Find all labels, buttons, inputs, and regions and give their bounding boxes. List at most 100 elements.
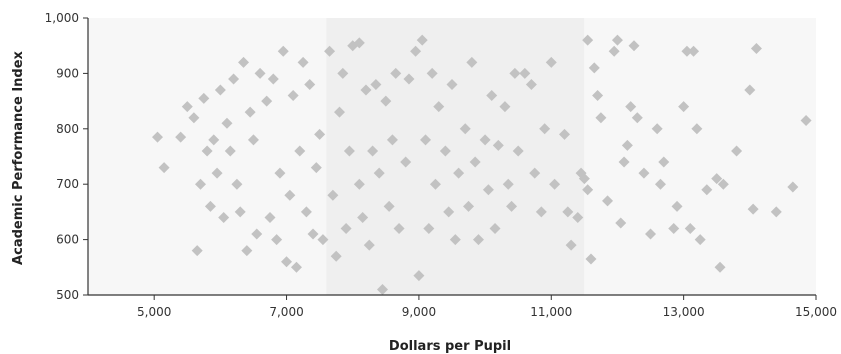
background-band bbox=[88, 18, 327, 295]
data-point bbox=[549, 178, 561, 190]
data-point bbox=[681, 45, 693, 57]
data-point bbox=[701, 184, 713, 196]
data-point bbox=[195, 178, 207, 190]
data-point bbox=[466, 56, 478, 68]
data-point bbox=[211, 167, 223, 179]
data-point bbox=[383, 200, 395, 212]
data-point bbox=[284, 189, 296, 201]
x-axis-ticks: 5,000 7,000 9,000 11,000 13,000 15,000 bbox=[137, 295, 837, 319]
data-point bbox=[188, 112, 200, 124]
y-tick-label: 500 bbox=[56, 288, 79, 302]
data-point bbox=[506, 200, 518, 212]
data-point bbox=[340, 223, 352, 235]
data-point bbox=[264, 211, 276, 223]
data-point bbox=[390, 67, 402, 79]
data-point bbox=[274, 167, 286, 179]
background-band bbox=[326, 18, 585, 295]
data-point bbox=[731, 145, 743, 157]
axes bbox=[87, 18, 816, 296]
data-point bbox=[499, 101, 511, 113]
background-bands bbox=[88, 18, 816, 295]
x-tick-label: 5,000 bbox=[137, 305, 171, 319]
data-point bbox=[377, 283, 389, 295]
data-point bbox=[234, 206, 246, 218]
data-point bbox=[694, 234, 706, 246]
x-tick-label: 9,000 bbox=[402, 305, 436, 319]
data-point bbox=[367, 145, 379, 157]
data-point bbox=[287, 90, 299, 102]
y-tick-label: 1,000 bbox=[45, 11, 79, 25]
data-point bbox=[337, 67, 349, 79]
y-tick-label: 700 bbox=[56, 177, 79, 191]
data-point bbox=[271, 234, 283, 246]
data-point bbox=[559, 128, 571, 140]
data-point bbox=[535, 206, 547, 218]
data-point bbox=[363, 239, 375, 251]
data-point bbox=[281, 256, 293, 268]
data-point bbox=[218, 211, 230, 223]
data-point bbox=[380, 95, 392, 107]
data-point bbox=[413, 270, 425, 282]
data-point bbox=[420, 134, 432, 146]
data-point bbox=[678, 101, 690, 113]
data-point bbox=[343, 145, 355, 157]
data-point bbox=[585, 253, 597, 265]
data-point bbox=[463, 200, 475, 212]
data-point bbox=[191, 245, 203, 257]
data-point bbox=[651, 123, 663, 135]
data-point bbox=[615, 217, 627, 229]
data-point bbox=[459, 123, 471, 135]
data-point bbox=[254, 67, 266, 79]
data-point bbox=[360, 84, 372, 96]
data-point bbox=[621, 139, 633, 151]
y-tick-label: 900 bbox=[56, 66, 79, 80]
data-point bbox=[714, 261, 726, 273]
data-point bbox=[529, 167, 541, 179]
data-point bbox=[277, 45, 289, 57]
data-point bbox=[545, 56, 557, 68]
data-point bbox=[787, 181, 799, 193]
data-point bbox=[238, 56, 250, 68]
data-point bbox=[221, 117, 233, 129]
data-point bbox=[469, 156, 481, 168]
data-point bbox=[357, 211, 369, 223]
data-point bbox=[668, 223, 680, 235]
data-point bbox=[327, 189, 339, 201]
data-point bbox=[201, 145, 213, 157]
data-point bbox=[294, 145, 306, 157]
data-point bbox=[519, 67, 531, 79]
data-point bbox=[684, 223, 696, 235]
data-point bbox=[251, 228, 263, 240]
data-point bbox=[472, 234, 484, 246]
data-point bbox=[241, 245, 253, 257]
x-tick-label: 15,000 bbox=[795, 305, 837, 319]
data-point bbox=[423, 223, 435, 235]
data-point bbox=[602, 195, 614, 207]
data-point bbox=[400, 156, 412, 168]
data-point bbox=[446, 78, 458, 90]
data-point bbox=[231, 178, 243, 190]
data-point bbox=[228, 73, 240, 85]
data-point bbox=[688, 45, 700, 57]
data-point bbox=[578, 173, 590, 185]
data-point bbox=[307, 228, 319, 240]
data-point bbox=[582, 34, 594, 46]
y-tick-label: 800 bbox=[56, 122, 79, 136]
data-point bbox=[625, 101, 637, 113]
data-point bbox=[151, 131, 163, 143]
data-point bbox=[426, 67, 438, 79]
data-point bbox=[691, 123, 703, 135]
data-point bbox=[297, 56, 309, 68]
data-point bbox=[416, 34, 428, 46]
data-point bbox=[290, 261, 302, 273]
data-point bbox=[588, 62, 600, 74]
data-point bbox=[429, 178, 441, 190]
data-point bbox=[304, 78, 316, 90]
y-axis-title: Academic Performance Index bbox=[11, 50, 26, 264]
data-point bbox=[181, 101, 193, 113]
data-point bbox=[247, 134, 259, 146]
data-point bbox=[439, 145, 451, 157]
data-point bbox=[198, 92, 210, 104]
data-point bbox=[628, 40, 640, 52]
